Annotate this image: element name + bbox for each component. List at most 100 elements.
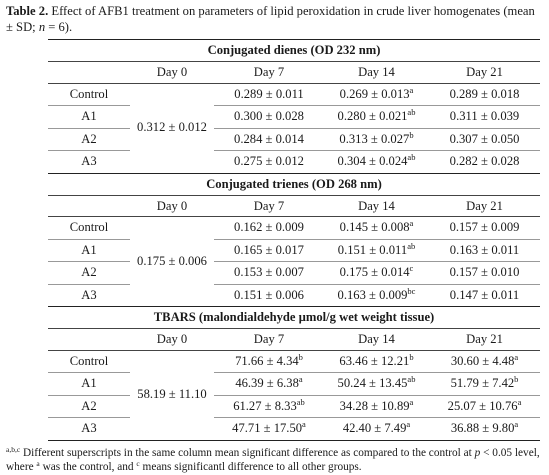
value-cell: 34.28 ± 10.89a <box>324 395 429 418</box>
value-cell: 0.157 ± 0.010 <box>429 261 541 285</box>
column-header: Day 7 <box>214 328 324 351</box>
value-cell: 0.151 ± 0.011ab <box>324 239 429 262</box>
group-label: A1 <box>48 105 130 129</box>
significance-superscript: c <box>409 263 414 273</box>
table-row: Control 0.312 ± 0.012 0.289 ± 0.011 0.269 ±… <box>48 83 541 174</box>
value-cell: 47.71 ± 17.50a <box>214 417 324 441</box>
table-row: Control 0.175 ± 0.006 0.162 ± 0.009 0.145 ±… <box>48 216 541 307</box>
mean-sd-value: 0.163 ± 0.009 <box>337 287 408 302</box>
column-header: Day 21 <box>429 194 541 217</box>
mean-sd-value: 71.66 ± 4.34 <box>235 353 299 368</box>
value-cell: 0.282 ± 0.028 <box>429 150 541 174</box>
significance-superscript: b <box>409 351 414 362</box>
group-column-header <box>48 328 130 351</box>
mean-sd-value: 47.71 ± 17.50 <box>232 421 303 435</box>
group-label: A1 <box>48 372 130 396</box>
mean-sd-value: 0.151 ± 0.006 <box>234 287 304 302</box>
column-header: Day 0 <box>130 61 214 84</box>
table-row: A2 0.284 ± 0.014 0.313 ± 0.027b 0.307 ± 0.0… <box>48 128 541 151</box>
group-label: A2 <box>48 128 130 151</box>
value-cell: 0.147 ± 0.011 <box>429 284 541 307</box>
significance-superscript: a <box>517 396 522 407</box>
value-cell: 50.24 ± 13.45ab <box>324 372 429 396</box>
day0-value: 0.312 ± 0.012 <box>130 83 214 174</box>
mean-sd-value: 0.275 ± 0.012 <box>234 154 304 168</box>
value-cell: 0.153 ± 0.007 <box>214 261 324 285</box>
value-cell: 0.311 ± 0.039 <box>429 105 541 129</box>
group-label: A3 <box>48 150 130 174</box>
section-title: Conjugated trienes (OD 268 nm) <box>48 172 541 195</box>
group-label: A3 <box>48 417 130 441</box>
value-cell: 0.145 ± 0.008a <box>324 216 429 240</box>
value-cell: 0.157 ± 0.009 <box>429 216 541 240</box>
mean-sd-value: 0.175 ± 0.014 <box>339 265 410 279</box>
mean-sd-value: 0.289 ± 0.011 <box>234 86 304 101</box>
table-row: A3 47.71 ± 17.50a 42.40 ± 7.49a 36.88 ± 9.8… <box>48 417 541 441</box>
value-cell: 51.79 ± 7.42b <box>429 372 541 396</box>
mean-sd-value: 0.282 ± 0.028 <box>449 154 520 168</box>
column-header: Day 7 <box>214 61 324 84</box>
column-header: Day 21 <box>429 61 541 84</box>
mean-sd-value: 0.145 ± 0.008 <box>339 220 410 234</box>
significance-superscript: ab <box>407 240 416 251</box>
group-label: Control <box>48 216 130 240</box>
footnote-text-3: was the control, and <box>39 461 137 473</box>
mean-sd-value: 50.24 ± 13.45 <box>337 376 408 390</box>
mean-sd-value: 63.46 ± 12.21 <box>339 353 410 368</box>
mean-sd-value: 0.157 ± 0.009 <box>449 220 520 234</box>
table-row: A3 0.151 ± 0.006 0.163 ± 0.009bc 0.147 ± 0.… <box>48 284 541 307</box>
group-label: A1 <box>48 239 130 262</box>
caption-text-1: Effect of AFB1 treatment on parameters o… <box>6 4 535 34</box>
value-cell: 0.289 ± 0.011 <box>214 83 324 106</box>
mean-sd-value: 0.289 ± 0.018 <box>449 86 520 101</box>
mean-sd-value: 25.07 ± 10.76 <box>447 398 518 413</box>
significance-superscript: ab <box>407 374 416 384</box>
value-cell: 46.39 ± 6.38a <box>214 372 324 396</box>
mean-sd-value: 0.269 ± 0.013 <box>339 86 410 101</box>
section-header-row: TBARS (malondialdehyde µmol/g wet weight… <box>48 306 541 329</box>
mean-sd-value: 0.163 ± 0.011 <box>449 242 520 257</box>
mean-sd-value: 0.307 ± 0.050 <box>449 131 520 146</box>
significance-superscript: b <box>514 374 519 384</box>
value-cell: 30.60 ± 4.48a <box>429 350 541 373</box>
significance-superscript: b <box>298 351 303 362</box>
column-header-row: Day 0 Day 7 Day 14 Day 21 <box>48 194 541 217</box>
section-title: Conjugated dienes (OD 232 nm) <box>48 39 541 62</box>
table-footnote: a,b,c Different superscripts in the same… <box>6 444 546 475</box>
group-column-header <box>48 61 130 84</box>
value-cell: 42.40 ± 7.49a <box>324 417 429 441</box>
value-cell: 36.88 ± 9.80a <box>429 417 541 441</box>
table-row: A1 0.165 ± 0.017 0.151 ± 0.011ab 0.163 ± 0.… <box>48 239 541 262</box>
table-row: A2 0.153 ± 0.007 0.175 ± 0.014c 0.157 ± 0.0… <box>48 261 541 285</box>
group-column-header <box>48 194 130 217</box>
day0-value: 58.19 ± 11.10 <box>130 350 214 441</box>
column-header: Day 0 <box>130 194 214 217</box>
value-cell: 0.163 ± 0.009bc <box>324 284 429 307</box>
value-cell: 61.27 ± 8.33ab <box>214 395 324 418</box>
caption-n-symbol: n <box>38 20 46 34</box>
mean-sd-value: 0.153 ± 0.007 <box>234 265 304 279</box>
significance-superscript: a <box>409 218 414 228</box>
significance-superscript: a <box>514 419 519 429</box>
value-cell: 0.313 ± 0.027b <box>324 128 429 151</box>
value-cell: 0.304 ± 0.024ab <box>324 150 429 174</box>
column-header-row: Day 0 Day 7 Day 14 Day 21 <box>48 328 541 351</box>
mean-sd-value: 61.27 ± 8.33 <box>233 398 297 413</box>
mean-sd-value: 30.60 ± 4.48 <box>450 353 515 368</box>
column-header: Day 14 <box>324 328 429 351</box>
column-header: Day 0 <box>130 328 214 351</box>
mean-sd-value: 0.157 ± 0.010 <box>449 265 520 279</box>
significance-superscript: bc <box>407 285 416 296</box>
value-cell: 0.275 ± 0.012 <box>214 150 324 174</box>
significance-superscript: a <box>514 351 519 362</box>
mean-sd-value: 0.162 ± 0.009 <box>234 220 304 234</box>
footnote-sup-abc: a,b,c <box>6 444 21 454</box>
value-cell: 0.307 ± 0.050 <box>429 128 541 151</box>
table-row: A2 61.27 ± 8.33ab 34.28 ± 10.89a 25.07 ± 10… <box>48 395 541 418</box>
footnote-text-4: means significantl difference to all oth… <box>139 461 362 473</box>
mean-sd-value: 51.79 ± 7.42 <box>450 376 515 390</box>
group-label: A3 <box>48 284 130 307</box>
column-header-row: Day 0 Day 7 Day 14 Day 21 <box>48 61 541 84</box>
column-header: Day 7 <box>214 194 324 217</box>
